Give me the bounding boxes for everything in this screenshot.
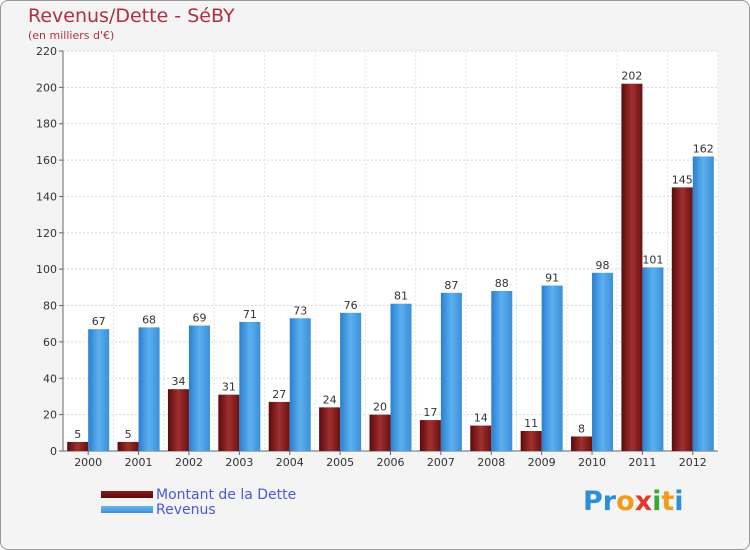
legend-item-revenue: Revenus [101, 501, 296, 518]
data-label-revenue: 88 [495, 277, 509, 290]
data-label-debt: 202 [621, 70, 642, 83]
data-label-debt: 24 [323, 393, 337, 406]
bar-revenue [541, 285, 563, 451]
data-label-debt: 34 [171, 375, 185, 388]
x-tick-label: 2005 [326, 456, 354, 469]
x-tick-label: 2000 [74, 456, 102, 469]
y-tick-label: 80 [43, 300, 57, 313]
legend-label-revenue: Revenus [156, 501, 216, 518]
logo-letter: i [674, 486, 684, 517]
bar-revenue [138, 327, 160, 451]
y-tick-label: 140 [36, 190, 57, 203]
data-label-revenue: 69 [192, 312, 206, 325]
legend-swatch-revenue [101, 506, 153, 513]
y-tick-label: 220 [36, 45, 57, 58]
data-label-revenue: 68 [142, 313, 156, 326]
bar-revenue [692, 156, 714, 452]
legend-label-debt: Montant de la Dette [156, 486, 297, 503]
logo-letter: r [602, 486, 617, 517]
x-tick-label: 2006 [377, 456, 405, 469]
y-tick-label: 20 [43, 409, 57, 422]
data-label-revenue: 87 [444, 279, 458, 292]
legend-item-debt: Montant de la Dette [101, 486, 297, 503]
data-label-debt: 20 [373, 401, 387, 414]
logo-letter: o [616, 486, 635, 517]
logo-letter: P [583, 486, 603, 517]
data-label-debt: 11 [524, 417, 538, 430]
bar-debt [268, 401, 290, 451]
data-label-revenue: 162 [693, 142, 714, 155]
bar-debt [571, 436, 593, 451]
bar-debt [218, 394, 240, 451]
x-tick-label: 2011 [628, 456, 656, 469]
x-tick-label: 2009 [528, 456, 556, 469]
bar-debt [470, 425, 492, 451]
proxiti-logo: Proxiti [583, 486, 684, 517]
data-label-revenue: 101 [642, 253, 663, 266]
data-label-debt: 27 [272, 388, 286, 401]
bar-debt [117, 441, 139, 451]
y-tick-label: 160 [36, 154, 57, 167]
bar-revenue [188, 325, 210, 451]
bar-debt [419, 420, 441, 451]
x-tick-label: 2001 [125, 456, 153, 469]
logo-letter: t [661, 486, 675, 517]
y-tick-label: 100 [36, 263, 57, 276]
y-tick-label: 120 [36, 227, 57, 240]
data-label-debt: 5 [74, 428, 81, 441]
x-tick-label: 2002 [175, 456, 203, 469]
y-tick-label: 40 [43, 372, 57, 385]
bar-debt [319, 407, 341, 451]
bar-debt [520, 431, 542, 451]
bar-revenue [592, 272, 614, 451]
x-tick-label: 2004 [276, 456, 304, 469]
y-tick-label: 0 [50, 445, 57, 458]
bar-revenue [88, 329, 110, 451]
legend: Montant de la Dette Revenus [101, 486, 297, 518]
bar-revenue [491, 291, 513, 451]
bar-revenue [642, 267, 664, 451]
bar-debt [621, 83, 643, 452]
x-tick-label: 2012 [679, 456, 707, 469]
data-label-revenue: 91 [545, 272, 559, 285]
bar-debt [671, 187, 693, 451]
x-tick-label: 2007 [427, 456, 455, 469]
x-tick-label: 2008 [477, 456, 505, 469]
y-tick-label: 200 [36, 81, 57, 94]
legend-swatch-debt [101, 491, 153, 498]
chart-subtitle: (en milliers d'€) [28, 29, 115, 42]
chart-title: Revenus/Dette - SéBY [28, 5, 235, 27]
data-label-revenue: 67 [92, 315, 106, 328]
x-tick-label: 2010 [578, 456, 606, 469]
data-label-revenue: 73 [293, 304, 307, 317]
bar-debt [67, 441, 89, 451]
bar-debt [167, 389, 189, 451]
bar-revenue [340, 312, 362, 451]
data-label-debt: 5 [125, 428, 132, 441]
data-label-debt: 145 [672, 173, 693, 186]
logo-letter: i [652, 486, 662, 517]
bar-revenue [440, 292, 462, 451]
bar-revenue [390, 303, 412, 451]
data-label-debt: 31 [222, 381, 236, 394]
bar-debt [369, 414, 391, 451]
bar-revenue [239, 321, 261, 451]
y-tick-label: 180 [36, 118, 57, 131]
data-label-revenue: 71 [243, 308, 257, 321]
bar-revenue [289, 318, 311, 451]
data-label-revenue: 76 [344, 299, 358, 312]
logo-letter: x [634, 486, 653, 517]
data-label-revenue: 98 [596, 259, 610, 272]
x-tick-label: 2003 [225, 456, 253, 469]
data-label-debt: 17 [423, 406, 437, 419]
data-label-debt: 14 [474, 412, 488, 425]
data-label-revenue: 81 [394, 290, 408, 303]
y-tick-label: 60 [43, 336, 57, 349]
data-label-debt: 8 [578, 422, 585, 435]
